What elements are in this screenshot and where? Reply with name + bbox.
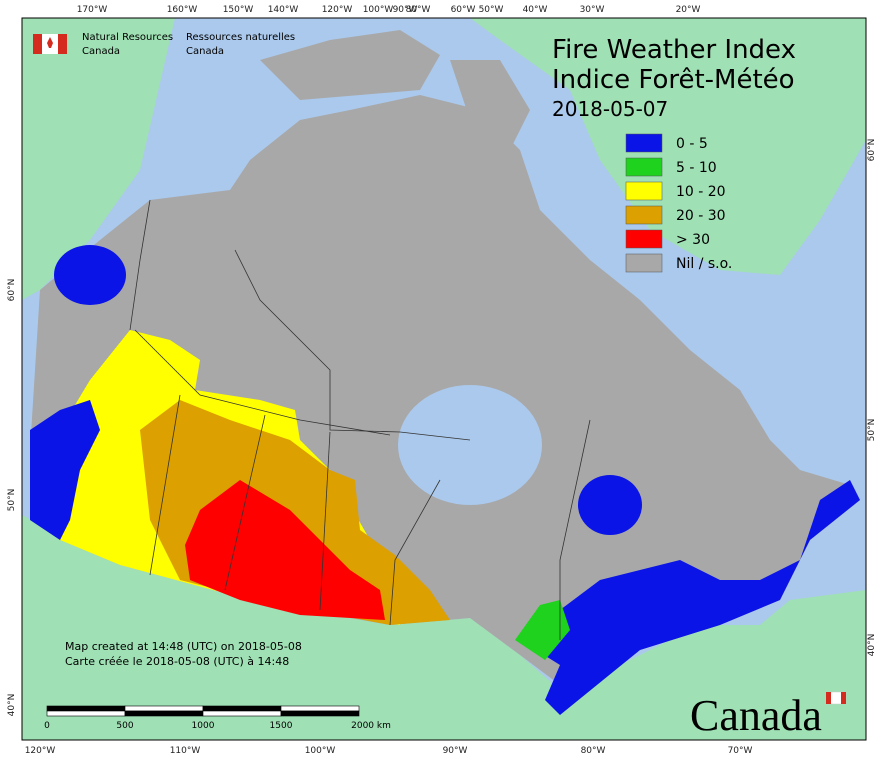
flag-leaf xyxy=(47,37,53,48)
legend-swatch xyxy=(625,229,663,249)
scale-bar: 0 500 1000 1500 2000 km xyxy=(44,705,391,731)
agency-fr: Ressources naturelles xyxy=(186,32,295,43)
lon-label: 60°W xyxy=(451,5,476,15)
scale-segment xyxy=(124,705,204,712)
legend-swatch xyxy=(625,133,663,153)
agency-en: Natural Resources xyxy=(82,32,173,43)
note: Carte créée le 2018-05-08 (UTC) à 14:48 xyxy=(65,655,289,668)
frame-border xyxy=(21,17,867,741)
lon-label: 80°W xyxy=(406,5,431,15)
lon-label: 90°W xyxy=(443,746,468,756)
legend-swatch xyxy=(625,205,663,225)
legend-label: Nil / s.o. xyxy=(676,256,732,272)
lat-label: 40°N xyxy=(867,634,877,657)
lon-label: 80°W xyxy=(581,746,606,756)
flag-band xyxy=(33,34,42,54)
fwi-blue-yukon xyxy=(54,245,126,305)
lon-label: 50°W xyxy=(479,5,504,15)
lon-label: 150°W xyxy=(223,5,254,15)
legend-swatch xyxy=(625,181,663,201)
scale-segment xyxy=(46,710,126,717)
scale-label: 500 xyxy=(116,721,133,731)
lon-label: 100°W xyxy=(305,746,336,756)
legend-swatch xyxy=(625,253,663,273)
fwi-red xyxy=(185,480,385,620)
boundaries xyxy=(129,199,591,640)
boundary xyxy=(149,394,181,576)
lon-label: 30°W xyxy=(580,5,605,15)
greenland xyxy=(470,18,866,275)
boundary xyxy=(319,431,331,611)
graticule-labels: 170°W 160°W 150°W 140°W 120°W 100°W 90°W80°W 60… xyxy=(7,5,877,756)
arctic-islands xyxy=(260,30,440,100)
scale-segment xyxy=(46,705,126,712)
boundary xyxy=(559,419,591,640)
title: Fire Weather Index xyxy=(552,35,796,65)
scale-label: 2000 km xyxy=(351,721,391,731)
scale-segment xyxy=(280,710,360,717)
scale-segment xyxy=(202,705,282,712)
boundary xyxy=(134,329,391,436)
agency-en: Canada xyxy=(82,46,120,57)
lon-label: 140°W xyxy=(268,5,299,15)
fwi-green-east xyxy=(515,600,570,660)
boundary xyxy=(234,249,471,441)
boundary xyxy=(129,199,151,331)
boundary xyxy=(389,479,441,626)
lon-label: 160°W xyxy=(167,5,198,15)
wordmark: Canada xyxy=(690,691,822,740)
alaska xyxy=(22,18,175,300)
united-states xyxy=(22,515,866,740)
lon-label: 120°W xyxy=(25,746,56,756)
legend-swatch xyxy=(625,157,663,177)
baffin xyxy=(450,60,530,150)
scale-segment xyxy=(202,710,282,717)
legend-label: 10 - 20 xyxy=(676,184,726,200)
agency-fr: Canada xyxy=(186,46,224,57)
legend-label: 20 - 30 xyxy=(676,208,726,224)
scale-segment xyxy=(280,705,360,712)
legend-label: 0 - 5 xyxy=(676,136,708,152)
title: Indice Forêt-Météo xyxy=(552,65,795,95)
scale-segment xyxy=(124,710,204,717)
lon-label: 40°W xyxy=(523,5,548,15)
legend-label: 5 - 10 xyxy=(676,160,717,176)
fwi-blue-bc xyxy=(30,400,100,540)
lon-label: 110°W xyxy=(170,746,201,756)
lon-label: 170°W xyxy=(77,5,108,15)
lon-label: 20°W xyxy=(676,5,701,15)
lat-label: 60°N xyxy=(7,279,17,302)
lat-label: 60°N xyxy=(867,139,877,162)
scale-label: 1000 xyxy=(192,721,215,731)
fwi-blue-east xyxy=(520,480,860,715)
fwi-blue-james xyxy=(578,475,642,535)
scale-label: 1500 xyxy=(270,721,293,731)
canada-wordmark: Canada xyxy=(690,691,847,740)
boundary xyxy=(224,414,266,591)
map-frame xyxy=(21,17,867,741)
note: Map created at 14:48 (UTC) on 2018-05-08 xyxy=(65,640,302,653)
lon-label: 100°W xyxy=(363,5,394,15)
lat-label: 50°N xyxy=(867,419,877,442)
lon-label: 70°W xyxy=(728,746,753,756)
lat-label: 40°N xyxy=(7,694,17,717)
lon-label: 90°W xyxy=(393,5,418,15)
legend-label: > 30 xyxy=(676,232,710,248)
scale-label: 0 xyxy=(44,721,50,731)
lat-label: 50°N xyxy=(7,489,17,512)
nrcan-logo: Natural Resources Canada Ressources natu… xyxy=(33,32,295,57)
flag-band xyxy=(841,692,846,704)
lon-label: 120°W xyxy=(322,5,353,15)
legend: 0 - 5 5 - 10 10 - 20 20 - 30 > 30 Nil / s.o. xyxy=(625,133,732,273)
flag-band xyxy=(826,692,831,704)
flag-band xyxy=(58,34,67,54)
date: 2018-05-07 xyxy=(552,97,668,121)
hudson-bay xyxy=(398,385,542,505)
